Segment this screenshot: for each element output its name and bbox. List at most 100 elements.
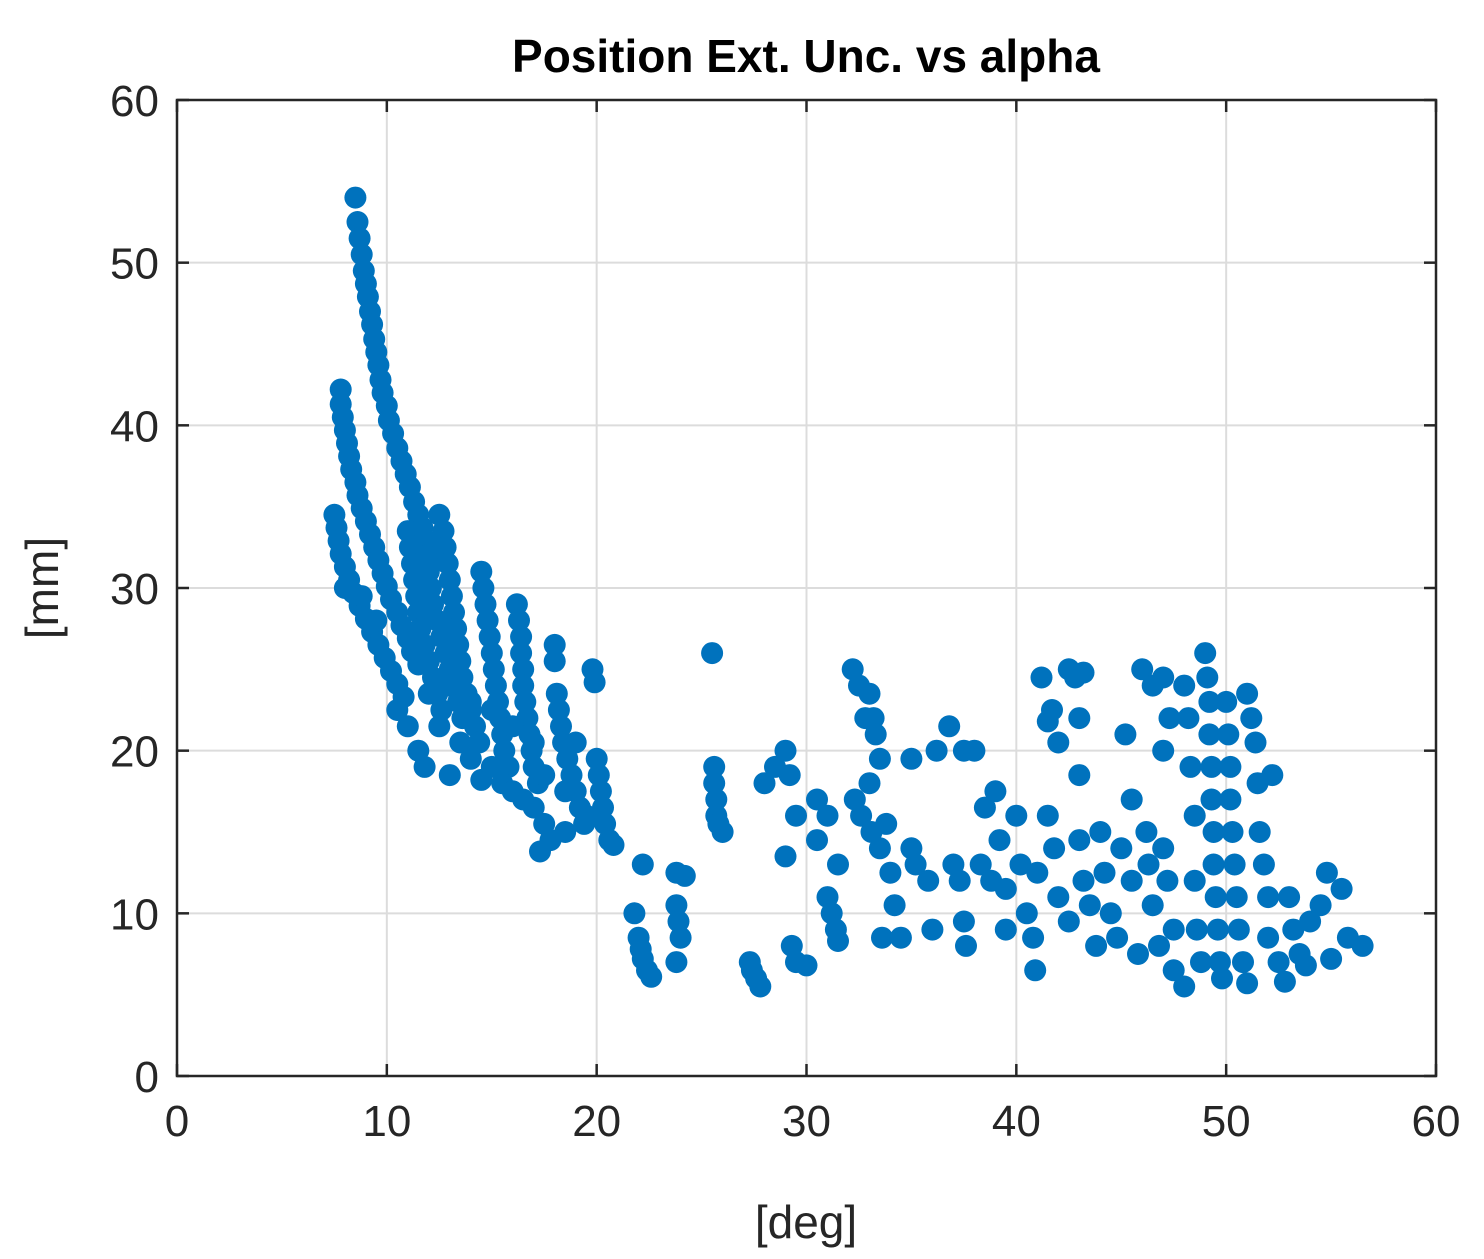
scatter-point [1106, 926, 1129, 949]
scatter-point [1072, 869, 1095, 892]
scatter-point [1120, 869, 1143, 892]
scatter-point [1072, 661, 1095, 684]
scatter-point [1351, 934, 1374, 957]
scatter-point [703, 755, 726, 778]
scatter-point [1204, 886, 1227, 909]
scatter-point [1026, 861, 1049, 884]
y-tick-label: 50 [110, 240, 159, 289]
scatter-point [1198, 723, 1221, 746]
x-tick-label: 30 [782, 1097, 831, 1146]
scatter-point [1294, 954, 1317, 977]
scatter-point [505, 593, 528, 616]
scatter-point [921, 918, 944, 941]
scatter-point [1135, 821, 1158, 843]
scatter-point [1221, 821, 1244, 843]
scatter-point [1215, 690, 1238, 713]
scatter-point [879, 861, 902, 884]
scatter-point [1257, 886, 1280, 909]
scatter-point [850, 804, 873, 827]
scatter-point [438, 674, 461, 697]
scatter-point [774, 739, 797, 762]
scatter-point [1120, 788, 1143, 811]
scatter-point [474, 593, 497, 616]
scatter-point [1022, 926, 1045, 949]
scatter-point [522, 731, 545, 754]
scatter-point [1152, 837, 1175, 860]
scatter-point [1190, 951, 1212, 974]
scatter-point [631, 853, 654, 876]
scatter-point [1299, 910, 1322, 933]
scatter-point [413, 755, 436, 778]
scatter-point [1078, 894, 1101, 917]
y-tick-label: 20 [110, 728, 159, 777]
scatter-point [1009, 853, 1032, 876]
scatter-point [858, 682, 881, 705]
scatter-point [1200, 788, 1223, 811]
scatter-point [1015, 902, 1038, 925]
x-tick-label: 0 [165, 1097, 189, 1146]
scatter-point [994, 877, 1017, 900]
scatter-point [925, 739, 948, 762]
scatter-point [514, 690, 537, 713]
scatter-point [1200, 755, 1223, 778]
scatter-point [778, 764, 801, 787]
x-tick-label: 40 [992, 1097, 1041, 1146]
x-tick-label: 50 [1202, 1097, 1251, 1146]
scatter-point [973, 796, 996, 819]
scatter-point [1158, 707, 1181, 730]
scatter-point [386, 699, 409, 721]
scatter-point [889, 926, 912, 949]
scatter-point [1141, 894, 1164, 917]
scatter-point [1131, 658, 1154, 681]
data-points [323, 186, 1374, 998]
scatter-point [510, 642, 533, 665]
scatter-point [1252, 853, 1275, 876]
y-tick-label: 30 [110, 565, 159, 614]
scatter-point [545, 682, 568, 705]
scatter-point [1320, 947, 1343, 970]
scatter-point [501, 715, 524, 738]
scatter-point [1185, 918, 1208, 941]
scatter-point [1208, 951, 1231, 974]
scatter-point [705, 788, 728, 811]
scatter-point [1219, 788, 1242, 811]
scatter-point [583, 671, 606, 694]
scatter-point [476, 609, 499, 632]
scatter-point [864, 723, 887, 746]
scatter-point [510, 625, 533, 648]
scatter-point [1273, 970, 1296, 993]
scatter-point [432, 520, 455, 543]
scatter-point [1162, 959, 1185, 982]
scatter-point [1089, 821, 1112, 843]
scatter-point [484, 674, 507, 697]
scatter-point [443, 601, 465, 624]
scatter-point [1047, 731, 1070, 754]
scatter-point [1257, 926, 1280, 949]
scatter-point [575, 804, 598, 827]
scatter-point [917, 869, 940, 892]
scatter-point [1223, 853, 1246, 876]
scatter-point [415, 544, 438, 567]
scatter-point [1068, 707, 1091, 730]
scatter-point [858, 772, 881, 795]
scatter-point [1206, 918, 1229, 941]
scatter-point [468, 731, 491, 754]
scatter-point [1085, 934, 1108, 957]
scatter-point [795, 954, 818, 977]
x-tick-label: 20 [572, 1097, 621, 1146]
scatter-point [480, 642, 503, 665]
scatter-point [1047, 886, 1070, 909]
scatter-point [587, 764, 610, 787]
scatter-point [816, 804, 839, 827]
scatter-point [419, 577, 442, 599]
x-tick-label: 10 [362, 1097, 411, 1146]
scatter-point [1177, 707, 1200, 730]
scatter-point [806, 788, 828, 811]
scatter-point [1024, 959, 1047, 982]
scatter-point [1278, 886, 1301, 909]
scatter-point [428, 715, 451, 738]
grid [177, 100, 1436, 1076]
scatter-point [938, 715, 961, 738]
scatter-point [1110, 837, 1133, 860]
scatter-point [592, 796, 614, 819]
